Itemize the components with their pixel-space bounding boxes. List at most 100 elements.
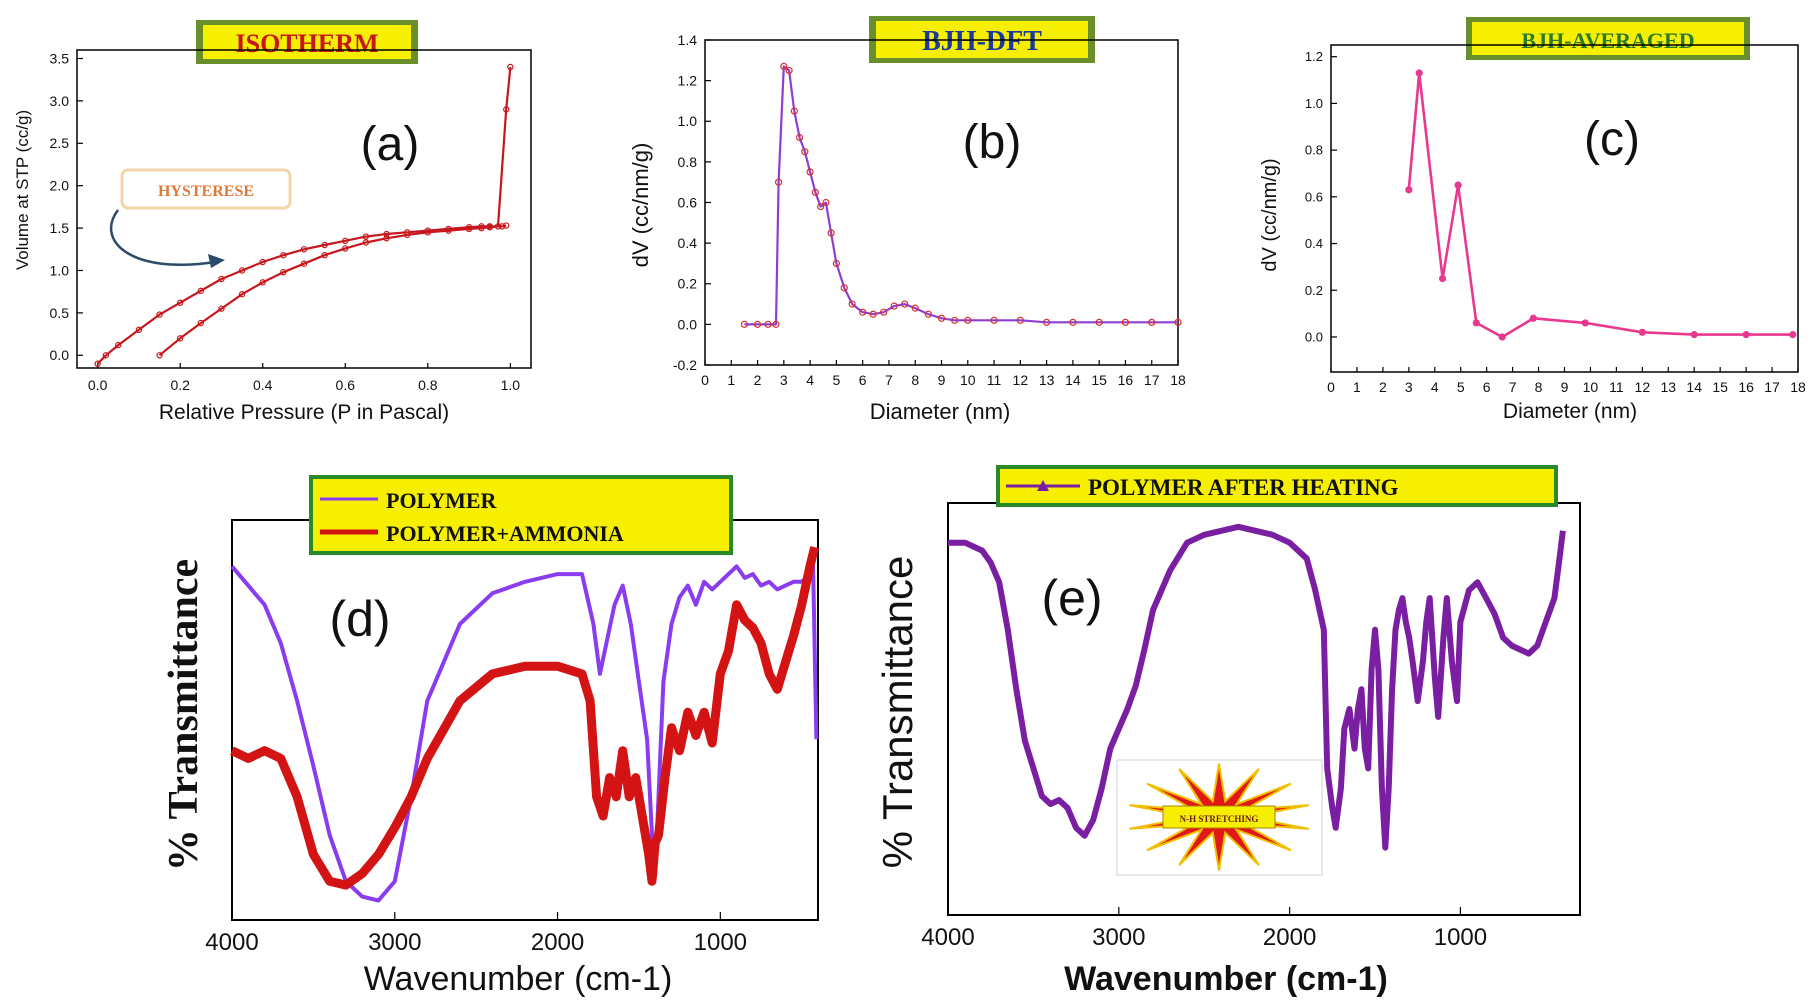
isotherm-series-1-point <box>135 326 143 334</box>
panel-b-ytick-label: 1.4 <box>678 32 698 48</box>
bjh-dft-point <box>764 320 772 328</box>
bjh-dft-point <box>753 320 762 328</box>
isotherm-series-1-point <box>218 275 225 283</box>
bjh-dft-point <box>740 320 749 328</box>
nh-stretching-tag <box>1162 805 1276 829</box>
isotherm-series-1-point <box>238 267 246 274</box>
bjh-dft-point <box>848 300 856 308</box>
panel-c-yticks: 0.0 0.2 0.4 0.6 0.8 1.0 1.2 <box>1305 49 1337 345</box>
panel-e-legend: POLYMER AFTER HEATING <box>996 465 1558 507</box>
bjh-dft-point <box>869 310 877 318</box>
legend-polymer-ammonia-label: POLYMER+AMMONIA <box>386 521 624 546</box>
panel-c-xtick-label: 0 <box>1327 379 1335 395</box>
isotherm-series-1-point <box>176 299 184 306</box>
isotherm-series-2-point <box>503 106 510 113</box>
panel-c-xtick-label: 14 <box>1686 379 1702 395</box>
bjh-dft-point <box>924 310 932 318</box>
bjh-dft-point <box>806 168 814 176</box>
isotherm-series-1-point <box>362 233 370 240</box>
panel-c-xtick-label: 15 <box>1712 379 1728 395</box>
bjh-averaged-point <box>1415 69 1423 77</box>
panel-e-xticks: 4000 3000 2000 1000 <box>921 907 1487 951</box>
panel-d-xlabel: Wavenumber (cm-1) <box>364 960 673 998</box>
panel-a-ytick-label: 0.0 <box>50 347 70 363</box>
bjh-dft-point <box>1069 318 1077 326</box>
bjh-dft-point <box>1121 318 1130 326</box>
panel-b-ytick-label: 1.2 <box>678 73 698 89</box>
panel-b-xtick-label: 15 <box>1091 372 1107 388</box>
banner-isotherm-text: ISOTHERM <box>235 29 378 58</box>
panel-a-ytick-label: 3.5 <box>50 50 70 66</box>
legend-polymer-heating-marker <box>1037 480 1049 491</box>
panel-d-ylabel: % Transmittance <box>161 559 207 871</box>
panel-b-xtick-label: 0 <box>701 372 709 388</box>
bjh-dft-point <box>937 314 946 322</box>
panel-c-label: (c) <box>1584 113 1640 166</box>
panel-c-ytick-label: 0.2 <box>1305 283 1323 298</box>
panel-a-ytick-label: 1.0 <box>50 262 70 278</box>
isotherm-series-1-point <box>503 222 510 229</box>
panel-a-xtick-label: 0.0 <box>88 377 108 393</box>
panel-e: POLYMER AFTER HEATING (e) % Transmittanc… <box>874 465 1581 998</box>
isotherm-series-2-point <box>445 227 452 234</box>
ftir-e-series-line <box>948 523 1566 851</box>
panel-c-xtick-label: 11 <box>1609 379 1624 395</box>
bjh-averaged-point <box>1789 331 1797 339</box>
panel-c-xticks: 0 1 2 3 4 5 6 7 8 9 10 11 12 13 14 15 16 17 18 <box>1327 367 1806 395</box>
bjh-averaged-point <box>1438 274 1447 283</box>
panel-b-ytick-label: 0.8 <box>678 154 698 170</box>
panel-b-xtick-label: 13 <box>1039 372 1055 388</box>
nh-stretching-label: N-H STRETCHING <box>1180 814 1259 824</box>
panel-c-xtick-label: 7 <box>1509 379 1517 395</box>
bjh-averaged-point <box>1405 186 1413 194</box>
bjh-dft-point <box>964 316 972 324</box>
panel-b-xtick-label: 6 <box>859 372 867 388</box>
isotherm-series-1-point <box>197 287 205 295</box>
panel-b-yticks: -0.2 0.0 0.2 0.4 0.6 0.8 1.0 1.2 1.4 <box>673 32 711 373</box>
isotherm-series-1-point <box>102 352 110 359</box>
panel-b-ytick-label: 0.0 <box>678 316 698 332</box>
bjh-dft-point <box>880 308 888 316</box>
legend-polymer-heating-label: POLYMER AFTER HEATING <box>1088 475 1399 500</box>
panel-d-legend: POLYMER POLYMER+AMMONIA <box>309 475 733 555</box>
panel-b-xtick-label: 18 <box>1170 372 1186 388</box>
panel-c-xtick-label: 3 <box>1405 379 1413 395</box>
bjh-dft-point <box>990 316 998 324</box>
panel-c-xtick-label: 2 <box>1379 379 1387 395</box>
panel-b-xtick-label: 16 <box>1118 372 1134 388</box>
panel-a-ytick-label: 3.0 <box>50 93 70 109</box>
isotherm-series-2-point <box>321 252 328 259</box>
isotherm-series-2-point <box>383 235 390 242</box>
isotherm-series-1-point <box>383 230 390 238</box>
bjh-dft-point <box>827 229 835 237</box>
panel-b-xtick-label: 12 <box>1013 372 1029 388</box>
isotherm-series-2-point <box>238 291 246 298</box>
panel-c-xtick-label: 16 <box>1738 379 1754 395</box>
bjh-dft-point <box>790 107 798 115</box>
bjh-dft-point <box>795 133 804 142</box>
legend-polymer-label: POLYMER <box>386 488 498 513</box>
isotherm-series-2-point <box>403 231 411 239</box>
ftir-d-series-2-line <box>230 546 820 890</box>
isotherm-series-2-point <box>280 268 287 276</box>
bjh-averaged-point <box>1472 319 1480 327</box>
panel-b-ylabel: dV (cc/nm/g) <box>628 143 653 268</box>
bjh-dft-point <box>811 188 819 196</box>
isotherm-series-2-point <box>507 63 514 71</box>
bjh-dft-point <box>1148 318 1156 326</box>
isotherm-series-2-point <box>494 223 502 230</box>
bjh-dft-line <box>744 65 1178 326</box>
hysterese-arrow <box>109 209 216 267</box>
panel-b-xtick-label: 17 <box>1144 372 1160 388</box>
bjh-dft-point <box>840 284 848 292</box>
panel-c-ytick-label: 0.6 <box>1305 189 1323 204</box>
panel-c-xtick-label: 13 <box>1660 379 1676 395</box>
panel-e-plot <box>948 523 1566 851</box>
panel-e-legend-fill <box>1000 469 1554 503</box>
hysterese-label: HYSTERESE <box>158 183 254 200</box>
panel-c-ytick-label: 0.4 <box>1305 236 1323 251</box>
panel-a-xtick-label: 0.8 <box>418 377 438 393</box>
banner-isotherm: ISOTHERM <box>196 20 418 64</box>
bjh-dft-point <box>774 178 783 186</box>
hysterese-box <box>120 168 292 210</box>
